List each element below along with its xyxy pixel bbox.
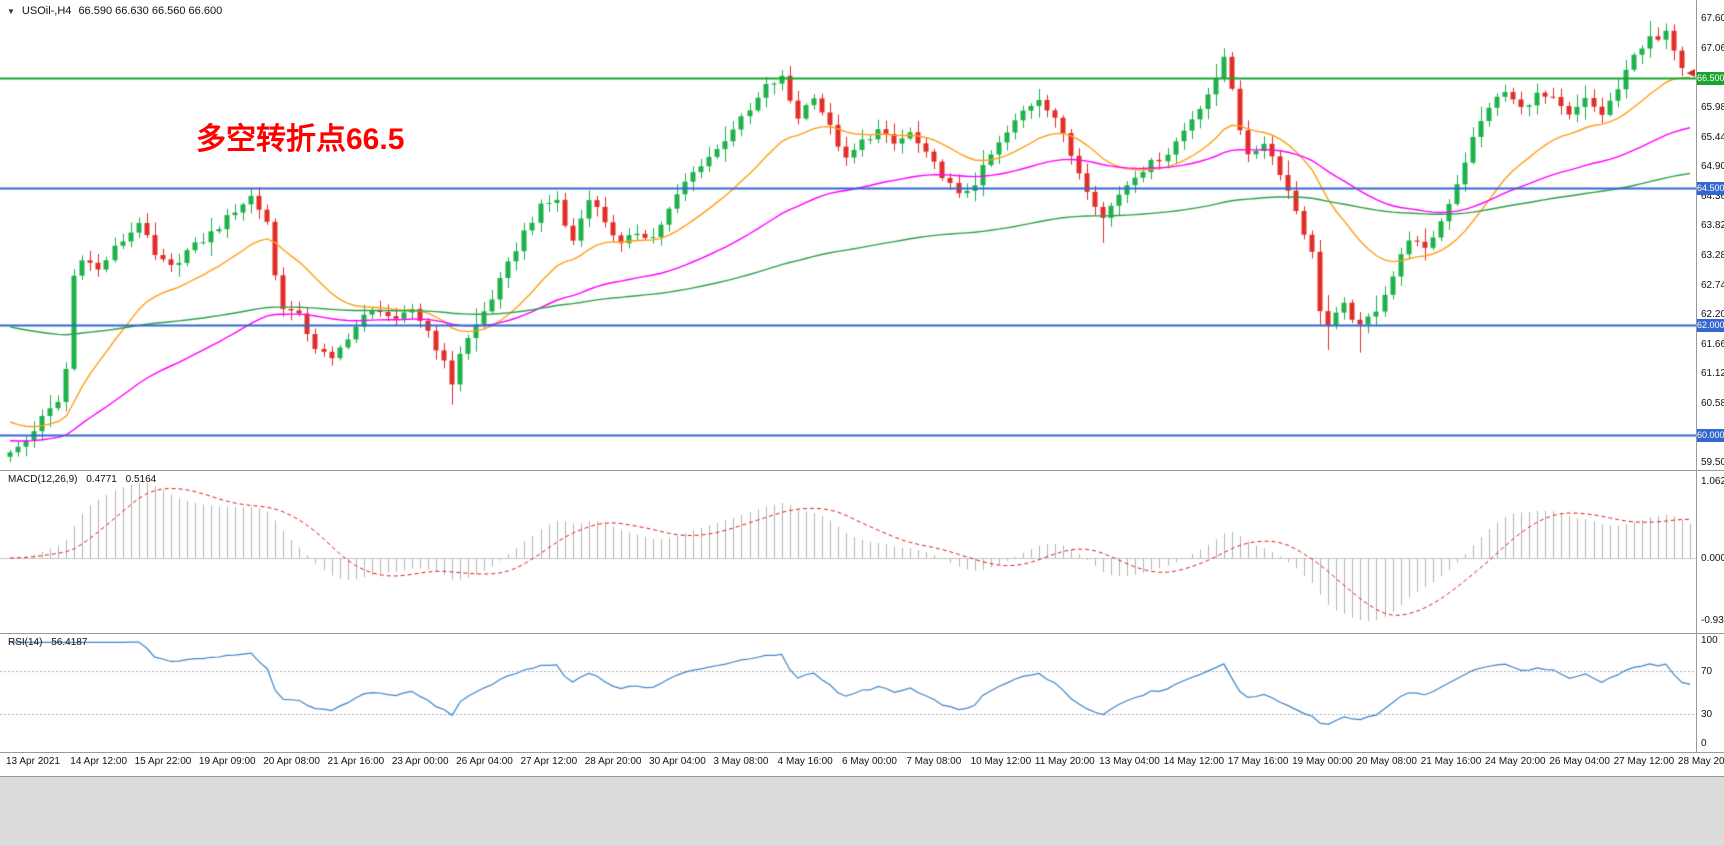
price-tick: 67.060 [1701, 42, 1724, 54]
time-axis-label: 19 Apr 09:00 [198, 756, 256, 767]
window-bottom-strip [0, 776, 1724, 846]
price-tick: 62.740 [1701, 279, 1724, 291]
time-axis-label: 28 May 20:00 [1677, 756, 1724, 767]
macd-axis-tick: 0.0000 [1701, 553, 1724, 565]
time-axis-label: 10 May 12:00 [970, 756, 1032, 767]
price-tick: 61.120 [1701, 368, 1724, 380]
time-axis-label: 19 May 00:00 [1292, 756, 1353, 767]
price-tick: 62.200 [1701, 309, 1724, 321]
time-axis-label: 26 Apr 04:00 [456, 756, 513, 767]
rsi-axis-tick: 100 [1701, 635, 1718, 646]
chart-header: ▼ USOil-,H4 66.590 66.630 66.560 66.600 [7, 5, 222, 17]
price-axis-separator [1696, 0, 1697, 752]
price-tick: 63.280 [1701, 250, 1724, 262]
macd-indicator-label: MACD(12,26,9) 0.4771 0.5164 [8, 474, 162, 485]
symbol-timeframe-label: USOil-,H4 [21, 5, 72, 17]
rsi-panel-canvas[interactable] [0, 633, 1696, 752]
rsi-value: 56.4187 [51, 637, 88, 648]
time-axis[interactable] [0, 753, 1724, 776]
price-line-badge: 60.000 [1697, 428, 1724, 442]
time-axis-label: 27 May 12:00 [1613, 756, 1675, 767]
time-axis-label: 23 Apr 00:00 [391, 756, 449, 767]
price-line-badge: 62.000 [1697, 319, 1724, 333]
symbol-dropdown-icon[interactable]: ▼ [7, 6, 15, 16]
price-tick: 64.360 [1701, 190, 1724, 202]
price-tick: 61.660 [1701, 338, 1724, 350]
time-axis-label: 15 Apr 22:00 [134, 756, 192, 767]
ohlc-values: 66.590 66.630 66.560 66.600 [78, 5, 223, 17]
rsi-axis-tick: 70 [1701, 665, 1713, 677]
time-axis-label: 21 May 16:00 [1420, 756, 1482, 767]
time-axis-label: 20 May 08:00 [1356, 756, 1417, 767]
macd-axis-tick: 1.0629 [1701, 476, 1724, 487]
time-axis-label: 17 May 16:00 [1227, 756, 1289, 767]
time-axis-label: 21 Apr 16:00 [327, 756, 385, 767]
price-tick: 65.440 [1701, 131, 1724, 143]
time-axis-label: 14 Apr 12:00 [70, 756, 128, 767]
time-axis-label: 13 Apr 2021 [6, 756, 60, 767]
time-axis-label: 13 May 04:00 [1099, 756, 1160, 767]
time-axis-label: 20 Apr 08:00 [263, 756, 320, 767]
macd-panel-canvas[interactable] [0, 470, 1696, 633]
rsi-axis-tick: 0 [1701, 738, 1707, 749]
annotation-text[interactable]: 多空转折点66.5 [196, 123, 405, 156]
macd-axis-tick: -0.9347 [1701, 615, 1724, 626]
price-tick: 65.980 [1701, 101, 1724, 113]
rsi-label: RSI(14) [8, 637, 43, 648]
candlestick-chart-canvas[interactable] [0, 0, 1696, 470]
time-axis-label: 28 Apr 20:00 [584, 756, 642, 767]
price-line-badge: 66.500 [1697, 72, 1724, 86]
price-tick: 63.820 [1701, 220, 1724, 232]
rsi-axis-tick: 30 [1701, 709, 1713, 721]
price-tick: 67.600 [1701, 13, 1724, 25]
time-axis-label: 11 May 20:00 [1034, 756, 1095, 767]
panel-separator [0, 752, 1724, 753]
macd-value-2: 0.5164 [125, 474, 157, 485]
time-axis-label: 26 May 04:00 [1549, 756, 1610, 767]
rsi-indicator-label: RSI(14) 56.4187 [8, 637, 93, 648]
price-tick: 64.900 [1701, 161, 1724, 173]
macd-label: MACD(12,26,9) [8, 474, 78, 485]
price-line-badge: 64.500 [1697, 182, 1724, 196]
price-tick: 59.500 [1701, 457, 1724, 469]
time-axis-label: 24 May 20:00 [1485, 756, 1546, 767]
macd-value-1: 0.4771 [86, 474, 117, 485]
time-axis-label: 4 May 16:00 [777, 756, 833, 767]
panel-separator[interactable] [0, 633, 1724, 634]
time-axis-label: 6 May 00:00 [841, 756, 897, 767]
time-axis-label: 3 May 08:00 [713, 756, 769, 767]
time-axis-label: 30 Apr 04:00 [649, 756, 706, 767]
time-axis-label: 14 May 12:00 [1163, 756, 1225, 767]
panel-separator[interactable] [0, 470, 1724, 471]
time-axis-label: 27 Apr 12:00 [520, 756, 578, 767]
time-axis-label: 7 May 08:00 [906, 756, 962, 767]
price-tick: 60.580 [1701, 398, 1724, 410]
